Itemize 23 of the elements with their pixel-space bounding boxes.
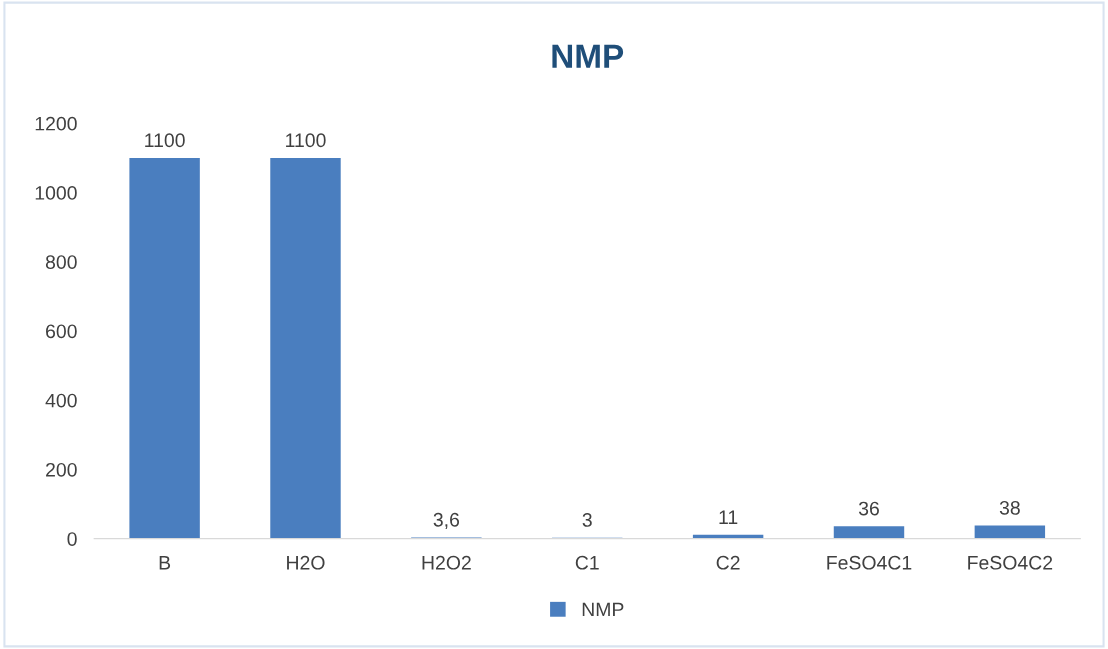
x-tick-label: FeSO4C1 bbox=[827, 555, 912, 570]
x-tick-label: FeSO4C2 bbox=[968, 555, 1053, 570]
y-tick-label: 400 bbox=[45, 393, 77, 408]
x-tick-label: B bbox=[159, 556, 171, 570]
x-tick-label: H2O bbox=[287, 555, 325, 570]
data-label: 36 bbox=[858, 501, 879, 516]
data-label: 3,6 bbox=[433, 512, 460, 529]
y-tick-label: 200 bbox=[46, 462, 77, 477]
x-tick-label: H2O2 bbox=[422, 555, 471, 570]
x-tick-label: C1 bbox=[575, 555, 599, 570]
data-label: 3 bbox=[582, 513, 592, 527]
y-tick-label: 1200 bbox=[35, 116, 77, 131]
data-label: 11 bbox=[719, 510, 738, 524]
legend-label: NMP bbox=[582, 602, 624, 617]
chart-title: NMP bbox=[552, 44, 624, 68]
x-tick-label: C2 bbox=[716, 555, 740, 570]
data-label: 38 bbox=[999, 500, 1020, 515]
y-tick-label: 600 bbox=[46, 324, 77, 339]
y-tick-label: 1000 bbox=[35, 186, 77, 200]
data-label: 1100 bbox=[145, 133, 185, 148]
data-label: 1100 bbox=[286, 133, 326, 148]
y-tick-label: 0 bbox=[67, 532, 77, 546]
y-tick-label: 800 bbox=[45, 255, 77, 269]
